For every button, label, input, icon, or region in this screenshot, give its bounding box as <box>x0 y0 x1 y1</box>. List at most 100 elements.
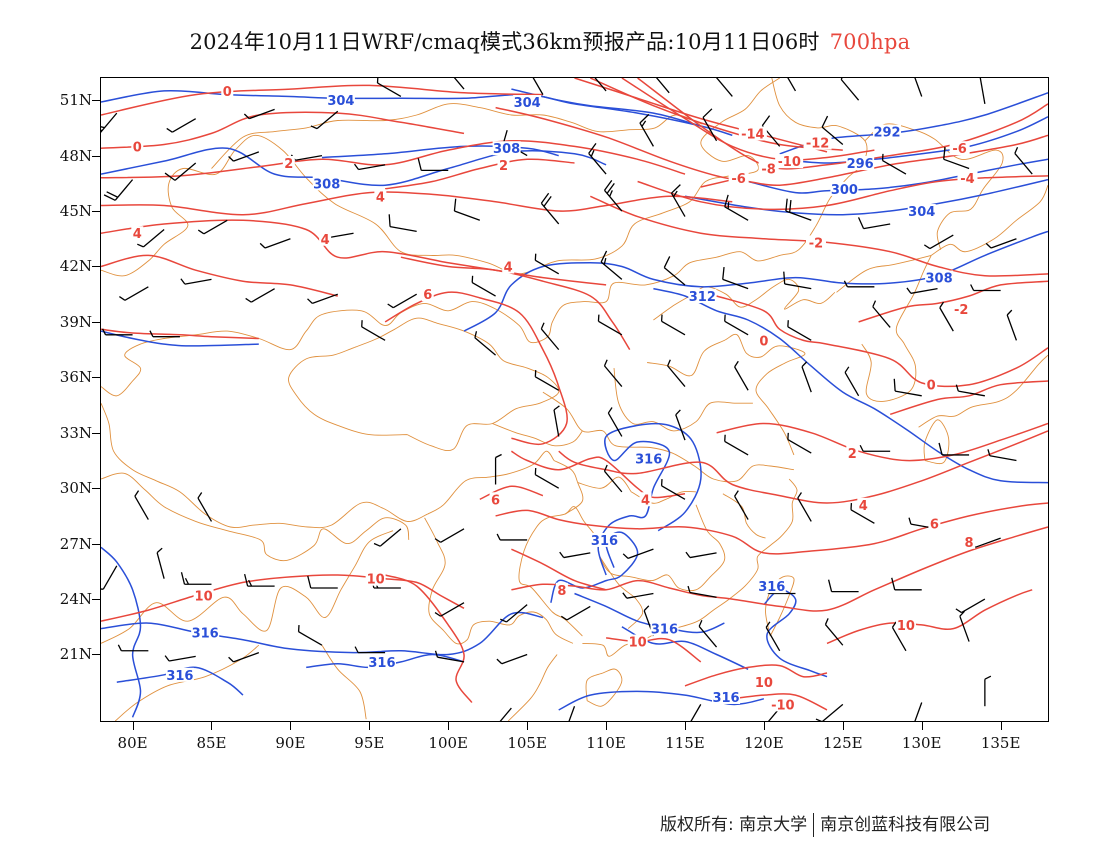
wind-barb <box>797 492 812 522</box>
temperature-contour-label-bg <box>421 287 434 302</box>
boundary-line <box>765 575 795 637</box>
temperature-contour-label-bg <box>803 135 832 150</box>
temperature-contour-line <box>384 574 473 703</box>
wind-barb <box>164 162 197 181</box>
wind-barb <box>600 250 623 280</box>
height-contour-line <box>511 88 701 127</box>
wind-barb <box>724 314 749 336</box>
wind-barb <box>979 78 986 104</box>
boundary-line <box>101 530 394 644</box>
height-contour-label: 308 <box>493 142 520 157</box>
wind-barb <box>850 503 875 524</box>
lat-tick <box>92 432 100 434</box>
boundary-line <box>864 123 1004 250</box>
height-contour-line <box>747 158 1048 194</box>
wind-barb <box>690 704 702 721</box>
temperature-contour-label: 10 <box>367 573 385 588</box>
height-contour-label: 316 <box>368 656 395 671</box>
temperature-contour-label: 0 <box>759 334 768 349</box>
height-contour-label: 312 <box>689 290 716 305</box>
height-contour-label: 300 <box>831 183 858 198</box>
temperature-contour-label-bg <box>365 571 386 586</box>
temperature-contour-label: -6 <box>731 172 745 187</box>
height-contour-label-bg <box>925 270 954 285</box>
boundary-line <box>861 255 932 402</box>
wind-barb <box>603 179 623 212</box>
lon-tick <box>606 722 608 730</box>
weather-map: 304 304 308 308 292 296 300 304 308 312 316 316 316 3… <box>101 78 1048 721</box>
temperature-contour-label-bg <box>497 157 510 172</box>
temperature-contour-label: -14 <box>741 127 765 142</box>
wind-barb <box>787 78 797 92</box>
wind-barb <box>603 359 623 387</box>
height-contour-line <box>597 422 702 576</box>
wind-barb <box>667 359 686 387</box>
boundary-line <box>613 368 753 432</box>
wind-barb <box>914 702 923 721</box>
lon-tick <box>763 722 765 730</box>
temperature-contour-line <box>511 526 1048 612</box>
wind-barb <box>767 707 781 721</box>
wind-barb <box>259 238 291 249</box>
wind-barb <box>568 705 576 721</box>
wind-barb <box>597 314 623 336</box>
boundary-line <box>653 295 690 321</box>
lat-tick-label: 30N <box>59 479 92 498</box>
wind-barb <box>787 320 812 341</box>
wind-barb <box>827 579 859 593</box>
temperature-contour-line <box>384 291 568 446</box>
boundary-line <box>427 450 555 515</box>
wind-barb <box>353 163 386 171</box>
wind-barb <box>373 528 402 547</box>
boundary-line <box>507 654 558 721</box>
temperature-contour-line <box>384 158 575 190</box>
lat-tick-label: 33N <box>59 423 92 442</box>
wind-barb <box>914 78 923 97</box>
lat-tick <box>92 266 100 268</box>
wind-barb <box>722 267 749 290</box>
wind-barb <box>622 548 654 560</box>
temperature-contour-line <box>716 295 1048 388</box>
temperature-contour-label: 0 <box>927 379 936 394</box>
temperature-contour-label: -10 <box>777 155 801 170</box>
wind-barb <box>622 592 654 599</box>
wind-barb <box>101 112 118 133</box>
lat-tick <box>92 377 100 379</box>
height-contour-label-bg <box>367 654 396 669</box>
temperature-contour-label-bg <box>951 301 972 316</box>
lat-tick <box>92 543 100 545</box>
temperature-contour-label: 4 <box>133 227 142 242</box>
wind-barb <box>1006 309 1018 341</box>
wind-barb <box>588 143 607 175</box>
temperature-contour-line <box>732 693 828 711</box>
height-contour-label-bg <box>712 689 741 704</box>
temperature-contour-label-bg <box>846 446 859 461</box>
temperature-contour-line <box>495 502 1048 555</box>
lon-tick-label: 135E <box>980 734 1021 752</box>
lon-tick-label: 105E <box>507 734 547 752</box>
lat-tick <box>92 211 100 213</box>
wind-barb <box>821 115 844 146</box>
wind-barb <box>881 153 907 175</box>
wind-barb <box>228 151 260 162</box>
copyright-company: 南京创蓝科技有限公司 <box>820 815 991 835</box>
wind-barb <box>164 655 196 662</box>
lat-tick-label: 45N <box>59 202 92 221</box>
temperature-contour-label: -10 <box>771 698 795 713</box>
lon-tick <box>211 722 213 730</box>
boundary-line <box>647 333 806 456</box>
wind-barb <box>685 551 717 559</box>
temperature-contour-label-bg <box>957 170 978 185</box>
copyright-owner: 版权所有: 南京大学 <box>660 815 808 835</box>
temperature-contour-label-bg <box>753 675 774 690</box>
wind-barb <box>361 320 386 341</box>
title-text: 2024年10月11日WRF/cmaq模式36km预报产品:10月11日06时 <box>189 30 820 54</box>
height-contour-label: 308 <box>926 272 953 287</box>
temperature-contour-label-bg <box>131 139 144 154</box>
temperature-contour-line <box>590 195 1048 277</box>
wind-barb <box>310 110 339 130</box>
lon-tick-label: 100E <box>428 734 469 752</box>
height-contour-label: 316 <box>635 453 662 468</box>
wind-barb <box>943 146 970 170</box>
temperature-contour-line <box>889 380 1048 416</box>
